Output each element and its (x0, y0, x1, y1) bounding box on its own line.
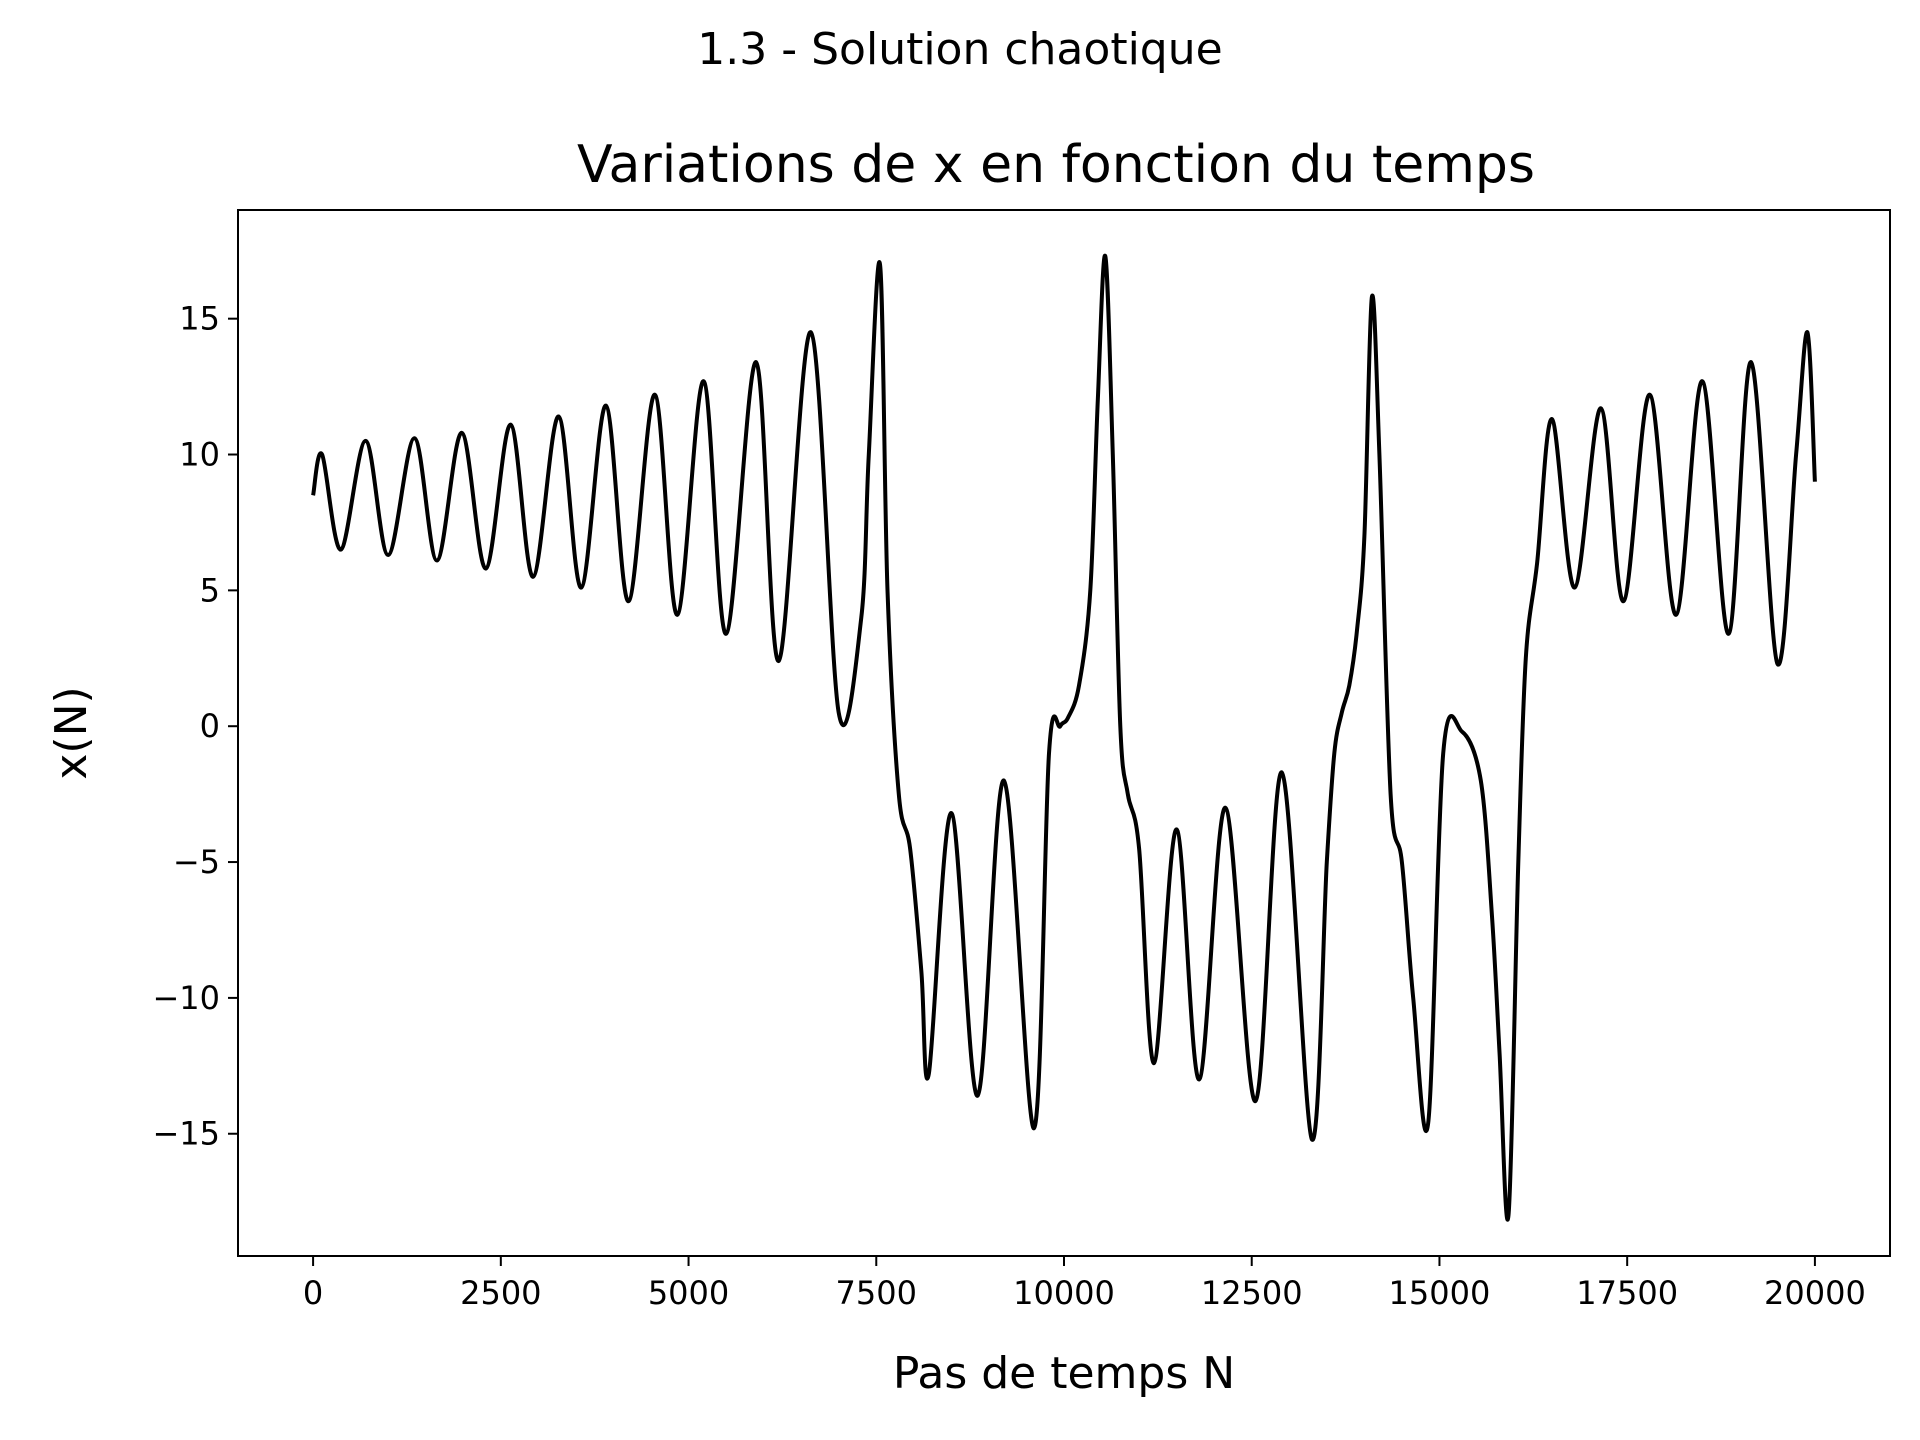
y-tick-label: 5 (200, 571, 220, 609)
x-tick-label: 7500 (836, 1274, 917, 1312)
y-tick-label: 15 (179, 300, 220, 338)
x-axis-label: Pas de temps N (893, 1348, 1235, 1399)
y-tick-label: −5 (173, 843, 220, 881)
plot-frame (237, 209, 1891, 1257)
x-tick-label: 5000 (648, 1274, 729, 1312)
x-tick-label: 15000 (1389, 1274, 1491, 1312)
y-tick-label: −15 (152, 1115, 220, 1153)
x-tick-label: 10000 (1013, 1274, 1115, 1312)
y-tick-label: 10 (179, 436, 220, 474)
x-tick-label: 17500 (1576, 1274, 1678, 1312)
x-tick-label: 12500 (1201, 1274, 1303, 1312)
plot-layer (311, 253, 1817, 1222)
y-tick-label: −10 (152, 979, 220, 1017)
x-tick-label: 2500 (460, 1274, 541, 1312)
y-tick-label: 0 (200, 707, 220, 745)
y-axis-ticks: −15 −10 −5 0 5 10 15 (152, 300, 238, 1153)
series-line (311, 253, 1817, 1222)
y-axis-label: x(N) (46, 686, 97, 779)
x-tick-label: 20000 (1764, 1274, 1866, 1312)
x-axis-ticks: 0 2500 5000 7500 10000 12500 15000 17500 20000 (303, 1256, 1866, 1312)
chart-title: Variations de x en fonction du temps (577, 135, 1535, 195)
figure-suptitle: 1.3 - Solution chaotique (697, 24, 1223, 75)
x-tick-label: 0 (303, 1274, 323, 1312)
